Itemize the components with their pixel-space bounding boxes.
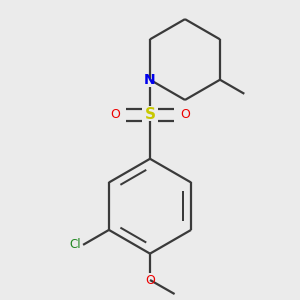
Text: S: S: [145, 107, 155, 122]
Text: N: N: [144, 73, 156, 87]
Text: O: O: [110, 108, 120, 122]
Text: O: O: [145, 274, 155, 287]
Text: Cl: Cl: [70, 238, 81, 251]
Text: O: O: [180, 108, 190, 122]
